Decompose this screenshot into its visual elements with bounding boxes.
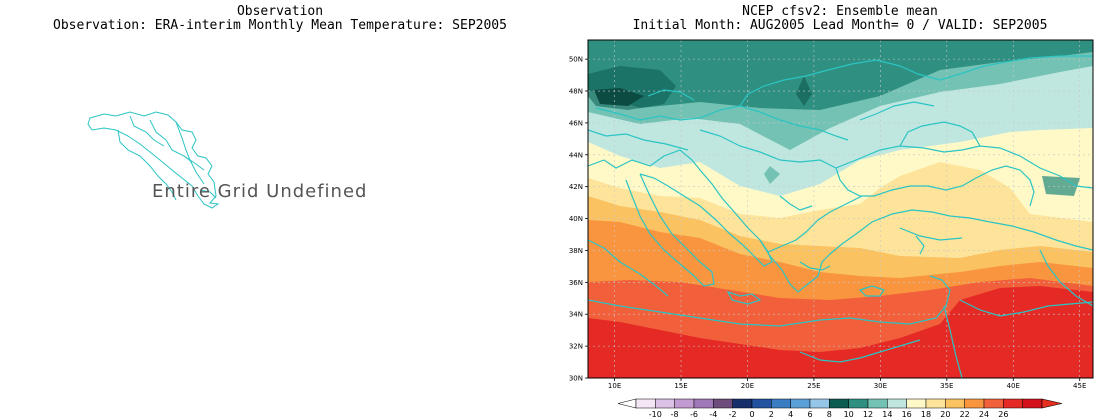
band-26-plus	[588, 286, 1093, 378]
colorbar-swatch	[848, 398, 869, 409]
lon-tick-label: 45E	[1073, 382, 1086, 390]
lat-tick-label: 46N	[569, 119, 583, 127]
colorbar-swatch	[790, 398, 811, 409]
left-panel-title: Observation Observation: ERA-interim Mon…	[0, 5, 560, 33]
right-title-line1: NCEP cfsv2: Ensemble mean	[742, 4, 938, 19]
colorbar-label: 10	[844, 410, 854, 419]
colorbar-label: 26	[998, 410, 1008, 419]
colorbar-swatch	[674, 398, 695, 409]
colorbar-label: 4	[788, 410, 793, 419]
colorbar-label: 6	[807, 410, 812, 419]
colorbar-swatch	[925, 398, 946, 409]
colorbar-swatch	[1003, 398, 1023, 409]
colorbar-label: 2	[769, 410, 774, 419]
colorbar-label: 24	[979, 410, 989, 419]
colorbar-label: -6	[690, 410, 698, 419]
lat-tick-label: 40N	[569, 215, 583, 223]
colorbar-swatch	[713, 398, 733, 409]
lat-tick-label: 30N	[569, 375, 583, 383]
colorbar-label: 20	[940, 410, 950, 419]
colorbar-swatch	[751, 398, 772, 409]
colorbar-label: 8	[827, 410, 832, 419]
colorbar-swatch	[1022, 398, 1043, 409]
lat-tick-label: 42N	[569, 183, 583, 191]
colorbar-swatch	[867, 398, 888, 409]
lat-tick-label: 32N	[569, 343, 583, 351]
colorbar-swatch	[809, 398, 830, 409]
coastlines	[588, 55, 1093, 378]
colorbar-label: -8	[671, 410, 679, 419]
left-coastlines	[87, 111, 220, 209]
lon-tick-label: 25E	[807, 382, 820, 390]
lon-tick-label: 10E	[608, 382, 621, 390]
colorbar-label: 16	[902, 410, 912, 419]
colorbar-label: 14	[882, 410, 892, 419]
colorbar-swatch	[964, 398, 985, 409]
colorbar-swatch	[732, 398, 753, 409]
lat-tick-label: 50N	[569, 56, 583, 64]
lat-tick-label: 34N	[569, 311, 583, 319]
temperature-field	[588, 40, 1093, 378]
colorbar-labels: -10 -8 -6 -4 -2 0 2 4 6 8 10 12 14 16 18 20 22 24 26	[649, 410, 1009, 419]
lon-tick-label: 35E	[940, 382, 953, 390]
left-coastline-map	[87, 111, 220, 209]
lon-tick-label: 15E	[674, 382, 687, 390]
lat-tick-label: 44N	[569, 151, 583, 159]
cool-patch-east	[1042, 176, 1080, 196]
colorbar-swatch	[906, 398, 927, 409]
lat-tick-label: 48N	[569, 88, 583, 96]
latitude-ticks: 50N 48N 46N 44N 42N 40N 38N 36N 34N 32N 30N	[569, 56, 588, 383]
colorbar-label: 0	[749, 410, 754, 419]
lat-tick-label: 36N	[569, 279, 583, 287]
map-frame	[587, 39, 1094, 379]
colorbar-label: -10	[649, 410, 662, 419]
colorbar-swatch	[655, 398, 675, 409]
cold-core-west	[594, 88, 644, 106]
colorbar-swatch	[771, 398, 791, 409]
left-title-line1: Observation	[236, 4, 324, 19]
lon-tick-label: 40E	[1007, 382, 1020, 390]
lon-tick-label: 20E	[741, 382, 754, 390]
colorbar-swatch	[983, 398, 1004, 409]
colorbar-swatch	[945, 398, 965, 409]
colorbar-label: 18	[921, 410, 931, 419]
entire-grid-undefined-message: Entire Grid Undefined	[152, 181, 368, 202]
lat-tick-label: 38N	[569, 247, 583, 255]
right-panel-title: NCEP cfsv2: Ensemble mean Initial Month:…	[560, 5, 1120, 33]
colorbar-high-arrow	[1041, 398, 1063, 409]
colorbar-swatch	[635, 398, 656, 409]
colorbar-label: -4	[709, 410, 717, 419]
lon-tick-label: 30E	[874, 382, 887, 390]
left-title-line2: Observation: ERA-interim Monthly Mean Te…	[53, 18, 507, 33]
colorbar	[617, 398, 1063, 409]
colorbar-swatch	[829, 398, 849, 409]
cool-patch-balkans	[764, 166, 780, 184]
colorbar-label: 12	[863, 410, 873, 419]
colorbar-swatch	[693, 398, 714, 409]
colorbar-label: -2	[729, 410, 737, 419]
colorbar-low-arrow	[617, 398, 637, 409]
right-title-line2: Initial Month: AUG2005 Lead Month= 0 / V…	[632, 18, 1048, 33]
colorbar-label: 22	[960, 410, 970, 419]
colorbar-swatch	[887, 398, 907, 409]
longitude-ticks: 10E 15E 20E 25E 30E 35E 40E 45E	[608, 378, 1086, 390]
